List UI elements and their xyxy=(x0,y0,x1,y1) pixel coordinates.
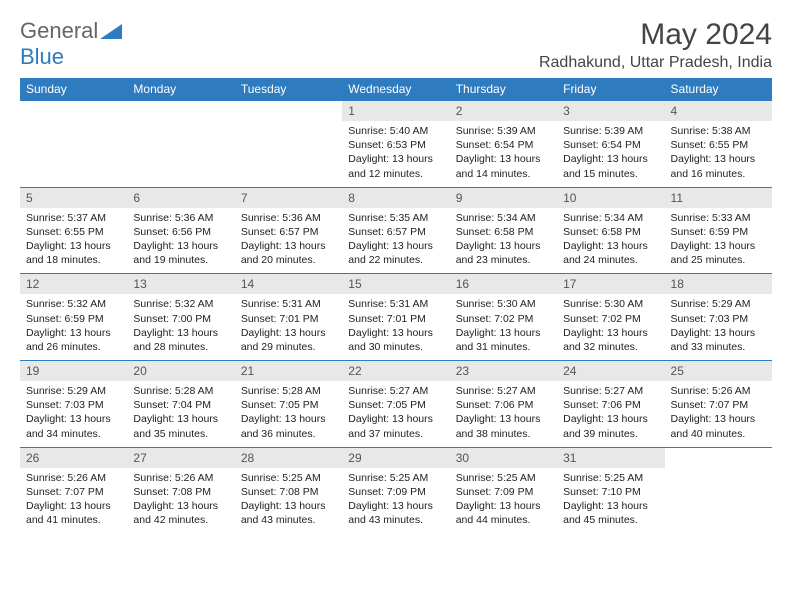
day-number-cell: 2 xyxy=(450,101,557,122)
logo-triangle-icon xyxy=(100,22,122,40)
weekday-header: Friday xyxy=(557,78,664,101)
day-number-cell: 26 xyxy=(20,447,127,468)
day-content-cell: Sunrise: 5:30 AMSunset: 7:02 PMDaylight:… xyxy=(557,294,664,360)
day-content-cell: Sunrise: 5:27 AMSunset: 7:06 PMDaylight:… xyxy=(450,381,557,447)
day-number-cell: 11 xyxy=(665,187,772,208)
daynum-row: 12131415161718 xyxy=(20,274,772,295)
day-number-cell: 16 xyxy=(450,274,557,295)
month-title: May 2024 xyxy=(539,18,772,52)
day-number-cell: 27 xyxy=(127,447,234,468)
day-number-cell: 4 xyxy=(665,101,772,122)
day-content-cell: Sunrise: 5:32 AMSunset: 6:59 PMDaylight:… xyxy=(20,294,127,360)
day-content-cell xyxy=(20,121,127,187)
day-content-cell: Sunrise: 5:27 AMSunset: 7:06 PMDaylight:… xyxy=(557,381,664,447)
weekday-header: Wednesday xyxy=(342,78,449,101)
daynum-row: 567891011 xyxy=(20,187,772,208)
day-number-cell: 15 xyxy=(342,274,449,295)
day-content-cell: Sunrise: 5:29 AMSunset: 7:03 PMDaylight:… xyxy=(665,294,772,360)
calendar-body: 1234Sunrise: 5:40 AMSunset: 6:53 PMDayli… xyxy=(20,101,772,534)
weekday-header: Saturday xyxy=(665,78,772,101)
day-number-cell: 30 xyxy=(450,447,557,468)
day-number-cell: 8 xyxy=(342,187,449,208)
day-content-cell: Sunrise: 5:32 AMSunset: 7:00 PMDaylight:… xyxy=(127,294,234,360)
day-number-cell: 6 xyxy=(127,187,234,208)
day-number-cell: 9 xyxy=(450,187,557,208)
day-content-cell: Sunrise: 5:39 AMSunset: 6:54 PMDaylight:… xyxy=(450,121,557,187)
day-content-cell: Sunrise: 5:38 AMSunset: 6:55 PMDaylight:… xyxy=(665,121,772,187)
day-content-cell xyxy=(127,121,234,187)
day-content-cell: Sunrise: 5:28 AMSunset: 7:04 PMDaylight:… xyxy=(127,381,234,447)
weekday-header: Monday xyxy=(127,78,234,101)
day-content-cell: Sunrise: 5:34 AMSunset: 6:58 PMDaylight:… xyxy=(557,208,664,274)
day-number-cell: 31 xyxy=(557,447,664,468)
day-content-cell: Sunrise: 5:26 AMSunset: 7:07 PMDaylight:… xyxy=(20,468,127,534)
content-row: Sunrise: 5:26 AMSunset: 7:07 PMDaylight:… xyxy=(20,468,772,534)
logo: General xyxy=(20,18,124,44)
day-number-cell: 20 xyxy=(127,361,234,382)
day-content-cell: Sunrise: 5:30 AMSunset: 7:02 PMDaylight:… xyxy=(450,294,557,360)
day-number-cell: 25 xyxy=(665,361,772,382)
day-content-cell: Sunrise: 5:29 AMSunset: 7:03 PMDaylight:… xyxy=(20,381,127,447)
weekday-header: Tuesday xyxy=(235,78,342,101)
day-number-cell: 29 xyxy=(342,447,449,468)
day-content-cell: Sunrise: 5:31 AMSunset: 7:01 PMDaylight:… xyxy=(235,294,342,360)
content-row: Sunrise: 5:29 AMSunset: 7:03 PMDaylight:… xyxy=(20,381,772,447)
day-content-cell: Sunrise: 5:25 AMSunset: 7:09 PMDaylight:… xyxy=(342,468,449,534)
day-content-cell: Sunrise: 5:31 AMSunset: 7:01 PMDaylight:… xyxy=(342,294,449,360)
daynum-row: 262728293031 xyxy=(20,447,772,468)
content-row: Sunrise: 5:37 AMSunset: 6:55 PMDaylight:… xyxy=(20,208,772,274)
day-content-cell: Sunrise: 5:25 AMSunset: 7:08 PMDaylight:… xyxy=(235,468,342,534)
title-block: May 2024 Radhakund, Uttar Pradesh, India xyxy=(539,18,772,72)
day-content-cell: Sunrise: 5:39 AMSunset: 6:54 PMDaylight:… xyxy=(557,121,664,187)
location: Radhakund, Uttar Pradesh, India xyxy=(539,54,772,72)
day-content-cell: Sunrise: 5:26 AMSunset: 7:07 PMDaylight:… xyxy=(665,381,772,447)
logo-text-general: General xyxy=(20,18,98,44)
content-row: Sunrise: 5:40 AMSunset: 6:53 PMDaylight:… xyxy=(20,121,772,187)
day-content-cell: Sunrise: 5:26 AMSunset: 7:08 PMDaylight:… xyxy=(127,468,234,534)
logo-text-blue: Blue xyxy=(20,44,64,69)
header: General May 2024 Radhakund, Uttar Prades… xyxy=(20,18,772,72)
day-number-cell: 24 xyxy=(557,361,664,382)
day-content-cell: Sunrise: 5:34 AMSunset: 6:58 PMDaylight:… xyxy=(450,208,557,274)
day-content-cell: Sunrise: 5:28 AMSunset: 7:05 PMDaylight:… xyxy=(235,381,342,447)
calendar-table: SundayMondayTuesdayWednesdayThursdayFrid… xyxy=(20,78,772,534)
logo-sub: Blue xyxy=(20,44,64,70)
day-content-cell xyxy=(665,468,772,534)
day-number-cell: 3 xyxy=(557,101,664,122)
daynum-row: 19202122232425 xyxy=(20,361,772,382)
day-number-cell xyxy=(235,101,342,122)
day-content-cell: Sunrise: 5:40 AMSunset: 6:53 PMDaylight:… xyxy=(342,121,449,187)
weekday-header-row: SundayMondayTuesdayWednesdayThursdayFrid… xyxy=(20,78,772,101)
day-number-cell: 5 xyxy=(20,187,127,208)
day-number-cell: 23 xyxy=(450,361,557,382)
day-number-cell xyxy=(665,447,772,468)
day-number-cell: 7 xyxy=(235,187,342,208)
day-number-cell: 17 xyxy=(557,274,664,295)
day-number-cell: 1 xyxy=(342,101,449,122)
day-number-cell: 21 xyxy=(235,361,342,382)
day-number-cell: 12 xyxy=(20,274,127,295)
content-row: Sunrise: 5:32 AMSunset: 6:59 PMDaylight:… xyxy=(20,294,772,360)
day-content-cell: Sunrise: 5:25 AMSunset: 7:09 PMDaylight:… xyxy=(450,468,557,534)
day-content-cell xyxy=(235,121,342,187)
weekday-header: Sunday xyxy=(20,78,127,101)
day-number-cell: 22 xyxy=(342,361,449,382)
day-number-cell: 18 xyxy=(665,274,772,295)
day-content-cell: Sunrise: 5:27 AMSunset: 7:05 PMDaylight:… xyxy=(342,381,449,447)
day-content-cell: Sunrise: 5:25 AMSunset: 7:10 PMDaylight:… xyxy=(557,468,664,534)
day-content-cell: Sunrise: 5:36 AMSunset: 6:56 PMDaylight:… xyxy=(127,208,234,274)
day-number-cell: 13 xyxy=(127,274,234,295)
day-content-cell: Sunrise: 5:37 AMSunset: 6:55 PMDaylight:… xyxy=(20,208,127,274)
day-content-cell: Sunrise: 5:33 AMSunset: 6:59 PMDaylight:… xyxy=(665,208,772,274)
day-number-cell: 14 xyxy=(235,274,342,295)
day-number-cell: 19 xyxy=(20,361,127,382)
day-number-cell xyxy=(127,101,234,122)
day-number-cell xyxy=(20,101,127,122)
day-number-cell: 28 xyxy=(235,447,342,468)
day-number-cell: 10 xyxy=(557,187,664,208)
daynum-row: 1234 xyxy=(20,101,772,122)
weekday-header: Thursday xyxy=(450,78,557,101)
day-content-cell: Sunrise: 5:36 AMSunset: 6:57 PMDaylight:… xyxy=(235,208,342,274)
day-content-cell: Sunrise: 5:35 AMSunset: 6:57 PMDaylight:… xyxy=(342,208,449,274)
